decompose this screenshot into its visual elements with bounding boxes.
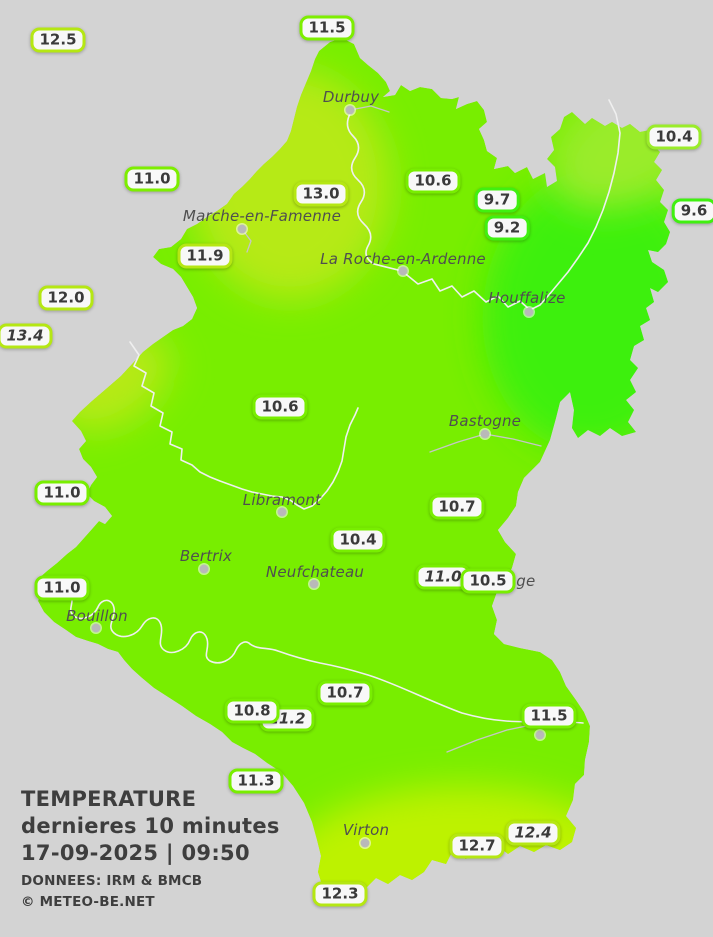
temperature-label: 11.5 (299, 15, 355, 41)
river-semois (41, 588, 584, 724)
city-dot (237, 224, 247, 234)
temperature-label: 11.5 (521, 703, 577, 729)
legend-block: TEMPERATURE dernieres 10 minutes 17-09-2… (21, 786, 280, 913)
temperature-label: 10.6 (405, 168, 461, 194)
temperature-label: 9.7 (474, 187, 520, 213)
city-dot (524, 307, 534, 317)
legend-title: TEMPERATURE (21, 787, 197, 811)
temperature-label: 11.0 (124, 166, 180, 192)
river-lesse (129, 341, 359, 510)
temperature-label: 10.7 (429, 494, 485, 520)
city-label: Bastogne (448, 412, 522, 430)
city-label: Libramont (242, 491, 322, 509)
temperature-label: 10.8 (224, 698, 280, 724)
temperature-label: 11.3 (228, 768, 284, 794)
road-durbuy (349, 105, 390, 113)
city-label: Virton (342, 821, 390, 839)
temperature-label: 10.4 (646, 124, 702, 150)
city-label: Neufchateau (265, 563, 365, 581)
river-ourthe-laroche (401, 99, 621, 311)
temperature-label: 12.5 (30, 27, 86, 53)
city-dot (91, 623, 101, 633)
temperature-label: 11.0 (34, 480, 90, 506)
city-dot (199, 564, 209, 574)
legend-source: DONNEES: IRM & BMCB (21, 873, 203, 889)
temperature-label: 10.4 (330, 527, 386, 553)
road-marche (241, 228, 252, 253)
city-label: Bouillon (66, 607, 128, 625)
temperature-label: 13.0 (293, 181, 349, 207)
city-dot (480, 429, 490, 439)
temperature-label: 10.6 (252, 394, 308, 420)
city-dot (398, 266, 408, 276)
city-label: Marche-en-Famenne (182, 207, 342, 225)
temperature-label: 10.5 (460, 568, 516, 594)
temperature-label: 10.7 (317, 680, 373, 706)
river-ourthe-upper (346, 111, 403, 272)
city-label: Bertrix (179, 547, 233, 565)
city-dot (535, 730, 545, 740)
temperature-label: 12.4 (505, 820, 561, 846)
temperature-label: 11.0 (415, 564, 471, 590)
city-dot (309, 579, 319, 589)
city-dot (345, 105, 355, 115)
city-dot (360, 838, 370, 848)
road-arlon (446, 724, 532, 753)
temperature-label: 12.7 (449, 833, 505, 859)
rivers-group (41, 99, 621, 724)
city-dot (277, 507, 287, 517)
temperature-label: 9.6 (671, 198, 713, 224)
temperature-label: 11.9 (177, 243, 233, 269)
temperature-label: 12.0 (38, 285, 94, 311)
city-label: La Roche-en-Ardenne (320, 250, 486, 268)
legend-subtitle: dernieres 10 minutes (21, 814, 280, 838)
legend-datetime: 17-09-2025 | 09:50 (21, 841, 250, 865)
city-label: Durbuy (322, 88, 380, 106)
legend-copyright: © METEO-BE.NET (21, 894, 155, 910)
temperature-label: 11.0 (34, 575, 90, 601)
temperature-label: 12.3 (312, 881, 368, 907)
temperature-label: 13.4 (0, 323, 53, 349)
temperature-label: 9.2 (484, 215, 530, 241)
city-label: Houffalize (488, 289, 566, 307)
